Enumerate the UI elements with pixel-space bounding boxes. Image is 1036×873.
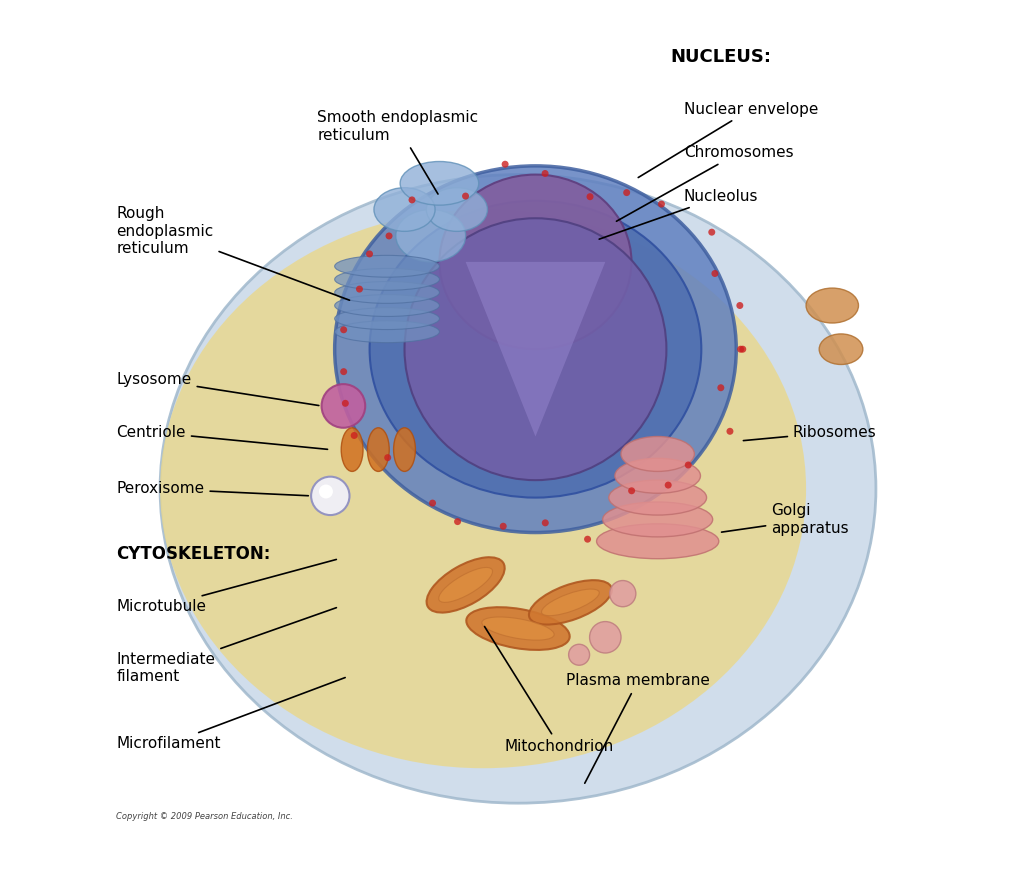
- Circle shape: [628, 487, 635, 494]
- Circle shape: [499, 523, 507, 530]
- Ellipse shape: [438, 567, 492, 602]
- Ellipse shape: [335, 269, 439, 290]
- Ellipse shape: [161, 175, 875, 803]
- Ellipse shape: [368, 428, 390, 471]
- Circle shape: [709, 229, 715, 236]
- Circle shape: [454, 518, 461, 525]
- Ellipse shape: [621, 436, 694, 471]
- Text: Plasma membrane: Plasma membrane: [566, 673, 710, 783]
- Circle shape: [624, 189, 630, 196]
- Circle shape: [429, 499, 436, 506]
- Circle shape: [501, 161, 509, 168]
- Ellipse shape: [396, 210, 465, 262]
- Text: Rough
endoplasmic
reticulum: Rough endoplasmic reticulum: [116, 206, 349, 300]
- Ellipse shape: [335, 166, 737, 533]
- Ellipse shape: [529, 581, 612, 624]
- Circle shape: [584, 536, 592, 543]
- Ellipse shape: [466, 608, 570, 650]
- Circle shape: [726, 428, 733, 435]
- Circle shape: [737, 302, 744, 309]
- Ellipse shape: [427, 557, 505, 613]
- Text: Nucleolus: Nucleolus: [599, 189, 758, 239]
- Ellipse shape: [335, 255, 439, 278]
- Text: Golgi
apparatus: Golgi apparatus: [721, 503, 848, 536]
- Ellipse shape: [615, 458, 700, 493]
- Ellipse shape: [603, 502, 713, 537]
- Text: Microtubule: Microtubule: [116, 560, 337, 615]
- Text: Chromosomes: Chromosomes: [616, 145, 794, 221]
- Text: Microfilament: Microfilament: [116, 677, 345, 752]
- Text: CYTOSKELETON:: CYTOSKELETON:: [116, 546, 270, 563]
- Circle shape: [384, 454, 392, 461]
- Circle shape: [311, 477, 349, 515]
- Circle shape: [685, 462, 692, 469]
- Ellipse shape: [370, 201, 701, 498]
- Ellipse shape: [335, 320, 439, 342]
- Ellipse shape: [400, 162, 479, 205]
- Circle shape: [462, 193, 469, 200]
- Text: Mitochondrion: Mitochondrion: [485, 627, 614, 754]
- Ellipse shape: [161, 210, 806, 768]
- Circle shape: [740, 346, 746, 353]
- Circle shape: [717, 384, 724, 391]
- Ellipse shape: [806, 288, 859, 323]
- Text: Lysosome: Lysosome: [116, 372, 319, 406]
- Circle shape: [408, 196, 415, 203]
- Ellipse shape: [374, 188, 435, 231]
- Ellipse shape: [542, 589, 599, 615]
- Ellipse shape: [404, 218, 666, 480]
- Circle shape: [609, 581, 636, 607]
- Circle shape: [342, 400, 349, 407]
- Ellipse shape: [394, 428, 415, 471]
- Circle shape: [589, 622, 621, 653]
- Ellipse shape: [819, 333, 863, 365]
- Circle shape: [356, 285, 363, 292]
- Circle shape: [351, 432, 357, 439]
- Text: Smooth endoplasmic
reticulum: Smooth endoplasmic reticulum: [317, 110, 479, 194]
- Ellipse shape: [427, 188, 488, 231]
- Ellipse shape: [335, 281, 439, 303]
- Circle shape: [665, 482, 671, 489]
- Text: Copyright © 2009 Pearson Education, Inc.: Copyright © 2009 Pearson Education, Inc.: [116, 812, 293, 821]
- Polygon shape: [465, 262, 605, 436]
- Ellipse shape: [335, 307, 439, 329]
- Text: Nuclear envelope: Nuclear envelope: [638, 101, 818, 177]
- Circle shape: [712, 270, 718, 277]
- Circle shape: [340, 368, 347, 375]
- Ellipse shape: [597, 524, 719, 559]
- Circle shape: [385, 232, 393, 239]
- Text: Intermediate
filament: Intermediate filament: [116, 608, 337, 684]
- Ellipse shape: [341, 428, 363, 471]
- Circle shape: [737, 346, 744, 353]
- Text: Centriole: Centriole: [116, 424, 327, 450]
- Circle shape: [321, 384, 366, 428]
- Ellipse shape: [609, 480, 707, 515]
- Circle shape: [542, 170, 549, 177]
- Circle shape: [542, 519, 549, 526]
- Circle shape: [586, 193, 594, 200]
- Text: Ribosomes: Ribosomes: [744, 424, 876, 441]
- Circle shape: [366, 251, 373, 258]
- Ellipse shape: [335, 294, 439, 316]
- Circle shape: [319, 485, 333, 498]
- Ellipse shape: [482, 617, 554, 640]
- Text: Peroxisome: Peroxisome: [116, 481, 309, 497]
- Ellipse shape: [439, 175, 632, 349]
- Circle shape: [658, 201, 665, 208]
- Text: NUCLEUS:: NUCLEUS:: [670, 48, 772, 65]
- Circle shape: [569, 644, 589, 665]
- Circle shape: [340, 327, 347, 333]
